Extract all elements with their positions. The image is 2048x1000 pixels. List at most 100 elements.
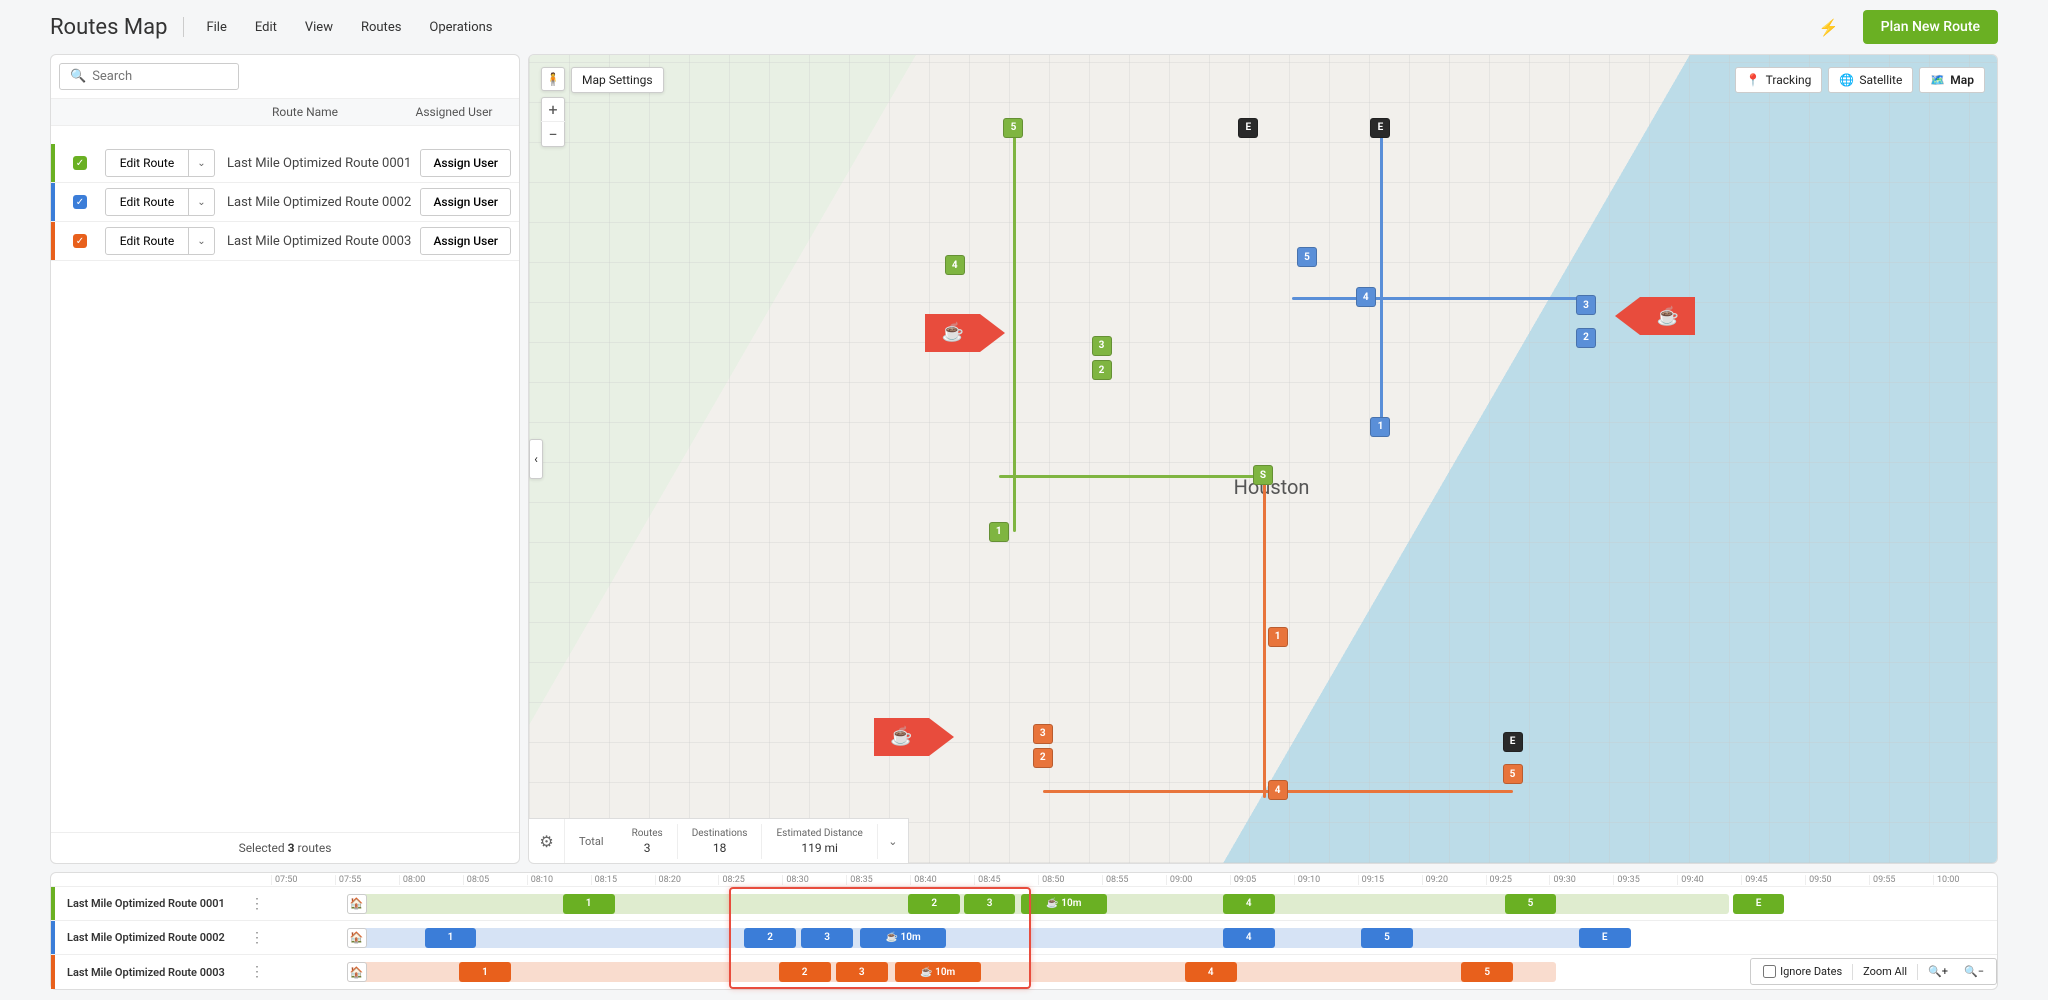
timeline-row-menu[interactable]: ⋮ bbox=[245, 930, 269, 946]
streetview-pegman[interactable]: 🧍 bbox=[541, 67, 565, 91]
timeline-stop-block[interactable]: 3 bbox=[964, 894, 1016, 914]
timeline-zoom-out[interactable]: 🔍− bbox=[1958, 963, 1990, 980]
timeline-stop-block[interactable]: 5 bbox=[1461, 962, 1513, 982]
timeline-home-icon[interactable]: 🏠 bbox=[347, 894, 367, 914]
page-title: Routes Map bbox=[50, 15, 167, 40]
menu-edit[interactable]: Edit bbox=[249, 16, 283, 39]
time-tick: 09:55 bbox=[1869, 875, 1933, 885]
bolt-icon[interactable]: ⚡ bbox=[1819, 18, 1839, 37]
timeline-stop-block[interactable]: E bbox=[1733, 894, 1785, 914]
edit-route-button[interactable]: Edit Route bbox=[105, 227, 189, 255]
assign-user-button[interactable]: Assign User bbox=[420, 149, 511, 177]
timeline-track: 🏠 1 23 ☕ 10m 4 5 E bbox=[269, 921, 1997, 954]
timeline-zoom-in[interactable]: 🔍+ bbox=[1922, 963, 1954, 980]
search-box[interactable]: 🔍 bbox=[59, 63, 239, 90]
time-tick: 09:05 bbox=[1230, 875, 1294, 885]
route-checkbox[interactable]: ✓ bbox=[73, 156, 87, 170]
search-input[interactable] bbox=[92, 69, 228, 84]
map-marker[interactable]: 1 bbox=[989, 522, 1009, 542]
timeline-row-menu[interactable]: ⋮ bbox=[245, 964, 269, 980]
timeline-stop-block[interactable]: 4 bbox=[1223, 928, 1275, 948]
timeline-stop-block[interactable]: 5 bbox=[1505, 894, 1557, 914]
timeline-stop-block[interactable]: 2 bbox=[908, 894, 960, 914]
map-panel[interactable]: Houston 5432S15432113245EEE ☕ ☕ ☕ 🧍 Map … bbox=[528, 54, 1998, 864]
route-checkbox[interactable]: ✓ bbox=[73, 234, 87, 248]
timeline-row: Last Mile Optimized Route 0002 ⋮ 🏠123☕ 1… bbox=[51, 921, 1997, 955]
ignore-dates-checkbox[interactable]: Ignore Dates bbox=[1757, 963, 1848, 980]
map-marker[interactable]: 3 bbox=[1033, 724, 1053, 744]
edit-route-button[interactable]: Edit Route bbox=[105, 188, 189, 216]
stats-settings-button[interactable]: ⚙ bbox=[529, 819, 565, 863]
menu-operations[interactable]: Operations bbox=[423, 16, 498, 39]
timeline-row-label: Last Mile Optimized Route 0003 bbox=[55, 966, 245, 979]
map-marker[interactable]: 2 bbox=[1092, 360, 1112, 380]
map-marker[interactable]: 2 bbox=[1033, 748, 1053, 768]
timeline-row: Last Mile Optimized Route 0001 ⋮ 🏠123☕ 1… bbox=[51, 887, 1997, 921]
route-row[interactable]: ✓ Edit Route ⌄ Last Mile Optimized Route… bbox=[51, 144, 519, 183]
timeline-stop-block[interactable]: 1 bbox=[425, 928, 477, 948]
menu-routes[interactable]: Routes bbox=[355, 16, 407, 39]
map-marker[interactable]: 3 bbox=[1092, 336, 1112, 356]
map-marker[interactable]: 5 bbox=[1503, 764, 1523, 784]
edit-route-dropdown[interactable]: ⌄ bbox=[189, 227, 215, 255]
time-tick: 09:40 bbox=[1677, 875, 1741, 885]
timeline-stop-block[interactable]: E bbox=[1579, 928, 1631, 948]
timeline-stop-block[interactable]: 2 bbox=[779, 962, 831, 982]
zoom-in-button[interactable]: + bbox=[541, 98, 565, 122]
timeline-stop-block[interactable]: ☕ 10m bbox=[1021, 894, 1107, 914]
assign-user-button[interactable]: Assign User bbox=[420, 188, 511, 216]
map-marker[interactable]: S bbox=[1253, 465, 1273, 485]
tracking-toggle[interactable]: 📍Tracking bbox=[1735, 67, 1823, 93]
timeline-home-icon[interactable]: 🏠 bbox=[347, 962, 367, 982]
search-icon: 🔍 bbox=[70, 69, 86, 84]
map-marker[interactable]: 5 bbox=[1297, 247, 1317, 267]
timeline-stop-block[interactable]: 2 bbox=[744, 928, 796, 948]
timeline-stop-block[interactable]: 4 bbox=[1185, 962, 1237, 982]
map-view-toggle[interactable]: 🗺️Map bbox=[1919, 67, 1985, 93]
map-settings-button[interactable]: Map Settings bbox=[571, 67, 664, 93]
stats-expand-button[interactable]: ⌄ bbox=[878, 835, 908, 848]
assign-user-button[interactable]: Assign User bbox=[420, 227, 511, 255]
map-marker[interactable]: 1 bbox=[1370, 417, 1390, 437]
stats-total-label: Total bbox=[565, 835, 618, 848]
map-marker[interactable]: 2 bbox=[1576, 328, 1596, 348]
route-row[interactable]: ✓ Edit Route ⌄ Last Mile Optimized Route… bbox=[51, 222, 519, 261]
edit-route-dropdown[interactable]: ⌄ bbox=[189, 149, 215, 177]
timeline-stop-block[interactable]: 1 bbox=[563, 894, 615, 914]
map-marker[interactable]: 1 bbox=[1268, 627, 1288, 647]
plan-new-route-button[interactable]: Plan New Route bbox=[1863, 10, 1998, 44]
time-tick: 09:00 bbox=[1166, 875, 1230, 885]
map-marker[interactable]: E bbox=[1238, 118, 1258, 138]
collapse-sidebar-button[interactable]: ‹ bbox=[529, 439, 543, 479]
timeline-row-menu[interactable]: ⋮ bbox=[245, 896, 269, 912]
route-checkbox[interactable]: ✓ bbox=[73, 195, 87, 209]
map-marker[interactable]: 4 bbox=[1356, 287, 1376, 307]
time-tick: 08:40 bbox=[910, 875, 974, 885]
route-name-label: Last Mile Optimized Route 0001 bbox=[215, 156, 420, 171]
route-line-green bbox=[1013, 128, 1016, 532]
satellite-toggle[interactable]: 🌐Satellite bbox=[1828, 67, 1913, 93]
time-tick: 08:10 bbox=[527, 875, 591, 885]
timeline-home-icon[interactable]: 🏠 bbox=[347, 928, 367, 948]
map-marker[interactable]: 5 bbox=[1003, 118, 1023, 138]
menu-file[interactable]: File bbox=[200, 16, 232, 39]
timeline-stop-block[interactable]: 3 bbox=[801, 928, 853, 948]
timeline-stop-block[interactable]: ☕ 10m bbox=[860, 928, 946, 948]
map-marker[interactable]: E bbox=[1370, 118, 1390, 138]
map-marker[interactable]: 4 bbox=[1268, 780, 1288, 800]
map-marker[interactable]: 4 bbox=[945, 255, 965, 275]
timeline-stop-block[interactable]: 3 bbox=[836, 962, 888, 982]
zoom-all-button[interactable]: Zoom All bbox=[1857, 963, 1913, 980]
timeline-stop-block[interactable]: 1 bbox=[459, 962, 511, 982]
timeline-stop-block[interactable]: ☕ 10m bbox=[895, 962, 981, 982]
zoom-out-button[interactable]: − bbox=[541, 122, 565, 146]
map-marker[interactable]: E bbox=[1503, 732, 1523, 752]
edit-route-dropdown[interactable]: ⌄ bbox=[189, 188, 215, 216]
route-row[interactable]: ✓ Edit Route ⌄ Last Mile Optimized Route… bbox=[51, 183, 519, 222]
edit-route-button[interactable]: Edit Route bbox=[105, 149, 189, 177]
timeline-stop-block[interactable]: 5 bbox=[1361, 928, 1413, 948]
stats-dist-label: Estimated Distance bbox=[776, 828, 862, 839]
map-marker[interactable]: 3 bbox=[1576, 295, 1596, 315]
menu-view[interactable]: View bbox=[299, 16, 339, 39]
timeline-stop-block[interactable]: 4 bbox=[1223, 894, 1275, 914]
